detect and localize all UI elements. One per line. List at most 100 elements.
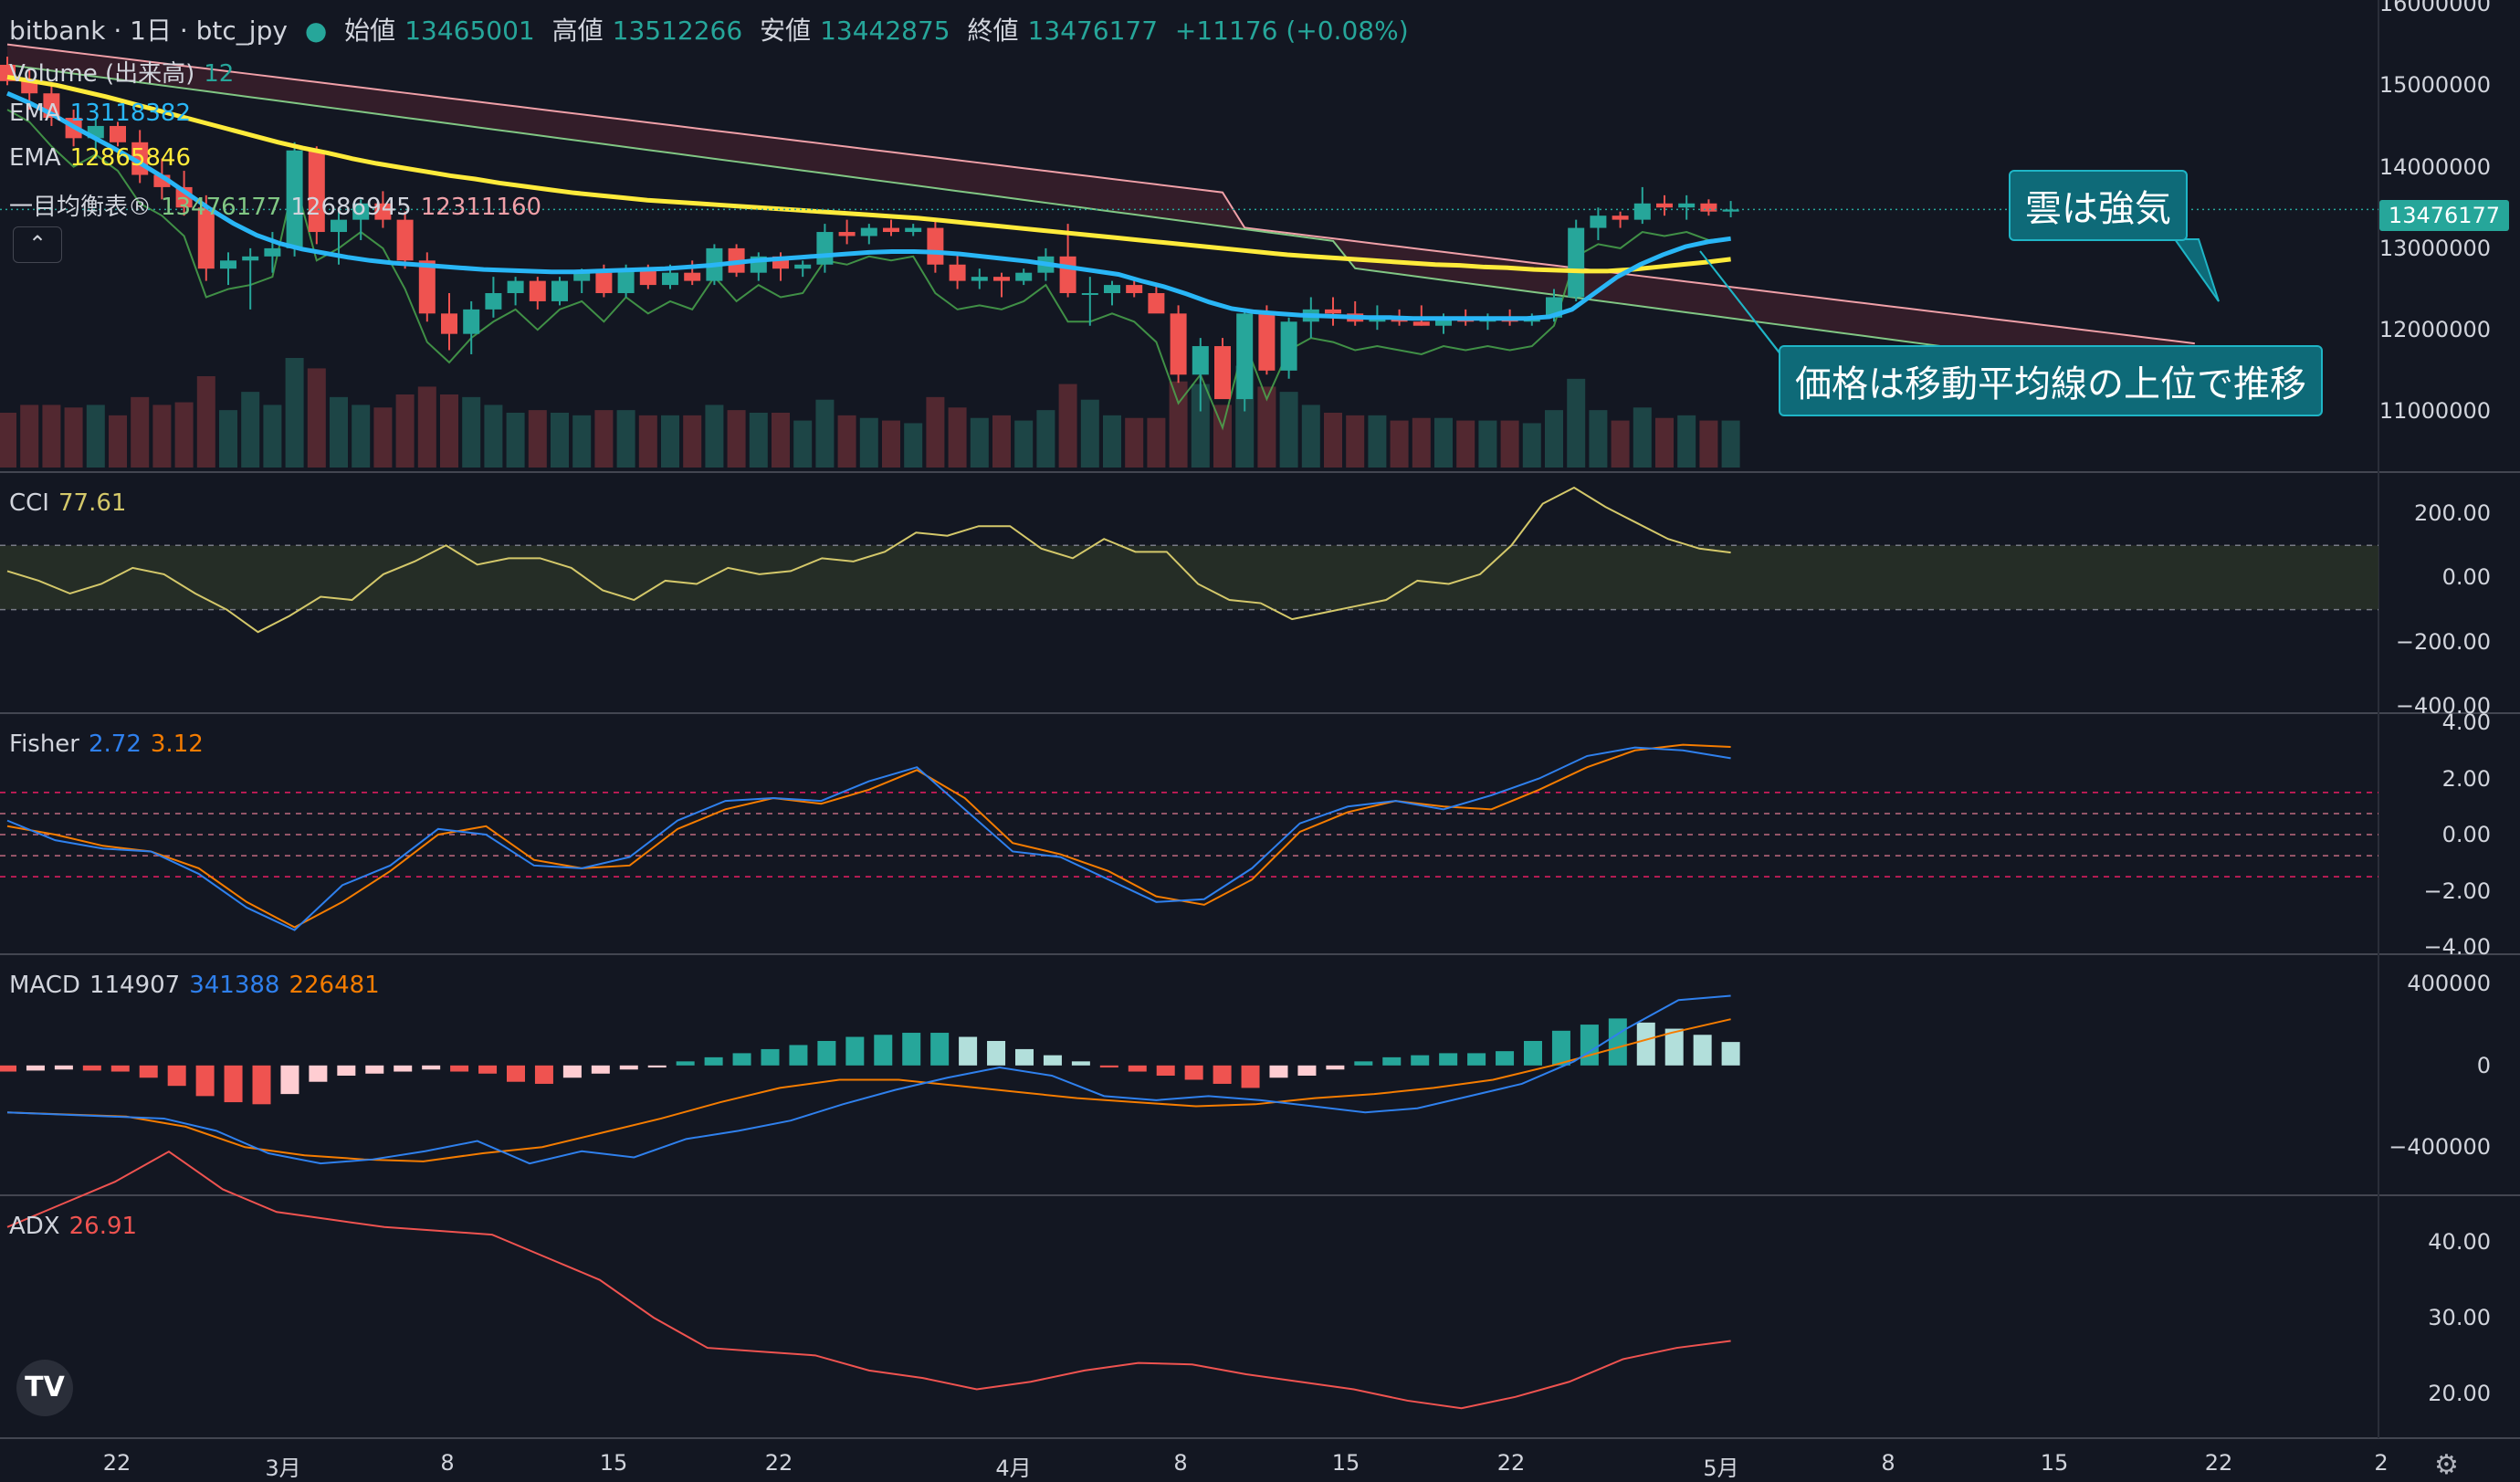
volume-bar — [528, 410, 547, 468]
candle-body — [971, 277, 988, 281]
candle-body — [485, 293, 502, 310]
macd-histogram-bar — [478, 1065, 498, 1074]
volume-bar — [440, 394, 458, 468]
volume-bar — [506, 413, 525, 468]
candle-body — [1590, 215, 1607, 228]
volume-bar — [572, 415, 592, 468]
candle-body — [639, 268, 656, 286]
time-tick: 15 — [599, 1450, 628, 1476]
candle-body — [1104, 285, 1120, 294]
candle-body — [396, 219, 414, 261]
adx-tick: 40.00 — [2428, 1229, 2491, 1256]
macd-histogram-bar — [789, 1045, 808, 1066]
ichimoku-legend[interactable]: 一目均衡表® 13476177 12686945 12311160 — [9, 188, 551, 222]
macd-histogram-bar — [1523, 1040, 1542, 1066]
cci-legend[interactable]: CCI 77.61 — [9, 489, 135, 517]
macd-histogram-bar — [1580, 1025, 1599, 1066]
time-tick: 3月 — [265, 1456, 301, 1481]
fisher-tick: 2.00 — [2441, 765, 2491, 792]
macd-histogram-bar — [902, 1033, 921, 1066]
settings-gear-icon[interactable]: ⚙ — [2434, 1449, 2459, 1481]
macd-histogram-bar — [195, 1065, 215, 1097]
time-tick: 4月 — [995, 1456, 1032, 1481]
candle-body — [949, 264, 966, 281]
volume-bar — [1545, 410, 1563, 468]
candle-body — [1612, 215, 1629, 220]
macd-histogram-bar — [1269, 1065, 1288, 1078]
candle-body — [529, 280, 546, 301]
macd-histogram-bar — [591, 1065, 610, 1074]
volume-bar — [86, 405, 105, 468]
fisher-tick: −2.00 — [2423, 878, 2491, 904]
volume-bar — [772, 413, 790, 468]
macd-histogram-bar — [1241, 1065, 1260, 1088]
volume-bar — [373, 407, 393, 468]
candle-body — [507, 280, 524, 294]
volume-bar — [131, 396, 150, 468]
volume-bar — [1147, 417, 1166, 468]
macd-histogram-bar — [252, 1065, 271, 1105]
price-tick: 16000000 — [2378, 0, 2491, 16]
volume-legend[interactable]: Volume (出来高) 12 — [9, 55, 243, 89]
ema-slow-line — [6, 74, 1731, 274]
candle-body — [220, 260, 236, 269]
volume-bar — [395, 394, 415, 468]
collapse-legend-button[interactable]: ⌃ — [13, 226, 62, 263]
ema-fast-line — [6, 90, 1731, 321]
volume-bar — [484, 405, 503, 468]
volume-label: Volume (出来高) — [9, 60, 195, 88]
last-price-tag: 13476177 — [2379, 200, 2509, 231]
macd-histogram-bar — [534, 1065, 553, 1084]
volume-value: 12 — [204, 60, 235, 88]
macd-legend[interactable]: MACD 114907 341388 226481 — [9, 972, 389, 999]
macd-histogram-bar — [82, 1065, 101, 1071]
macd-histogram-bar — [732, 1053, 751, 1066]
symbol-title[interactable]: bitbank · 1日 · btc_jpy — [9, 16, 288, 46]
change-value: +11176 (+0.08%) — [1174, 16, 1409, 46]
price-tick: 12000000 — [2378, 317, 2491, 343]
macd-histogram-bar — [365, 1065, 384, 1074]
volume-bar — [1478, 420, 1497, 468]
ema1-legend[interactable]: EMA 13118382 — [9, 100, 200, 127]
macd-histogram-bar — [647, 1065, 667, 1068]
fisher-legend[interactable]: Fisher 2.72 3.12 — [9, 730, 213, 758]
fisher-value-2: 3.12 — [150, 730, 204, 758]
volume-bar — [1522, 423, 1541, 468]
macd-histogram-bar — [1693, 1035, 1712, 1066]
candle-body — [21, 80, 38, 94]
volume-bar — [1014, 420, 1034, 468]
volume-bar — [1368, 415, 1387, 468]
volume-bar — [1346, 415, 1365, 468]
low-label: 安値 — [760, 16, 812, 46]
macd-histogram-bar — [619, 1065, 638, 1070]
volume-bar — [462, 396, 481, 468]
volume-bar — [263, 405, 282, 468]
volume-bar — [1699, 420, 1718, 468]
volume-bar — [926, 396, 945, 468]
volume-bar — [1611, 420, 1630, 468]
macd-histogram-bar — [337, 1065, 356, 1076]
candle-body — [1236, 313, 1254, 400]
adx-legend[interactable]: ADX 26.91 — [9, 1213, 146, 1240]
volume-bar — [1058, 384, 1077, 468]
cloud-bullish-callout[interactable]: 雲は強気 — [2009, 170, 2188, 241]
candle-body — [1700, 203, 1717, 212]
candle-body — [1633, 203, 1651, 220]
volume-bar — [64, 407, 83, 468]
candle-body — [1435, 317, 1452, 326]
tradingview-logo-icon[interactable]: TV — [16, 1360, 73, 1416]
candle-body — [441, 313, 457, 334]
volume-bar — [1257, 386, 1276, 468]
price-tick: 11000000 — [2378, 398, 2491, 425]
ichimoku-value-3: 12311160 — [420, 194, 542, 221]
candle-body — [1568, 227, 1585, 298]
cci-tick: −400.00 — [2395, 693, 2491, 719]
candle-body — [993, 277, 1010, 281]
volume-bar — [352, 405, 371, 468]
candle-body — [1059, 256, 1076, 294]
price-above-ma-callout[interactable]: 価格は移動平均線の上位で推移 — [1779, 345, 2323, 416]
ema2-legend[interactable]: EMA 12865846 — [9, 144, 200, 172]
macd-histogram-bar — [1721, 1042, 1740, 1066]
volume-bar — [42, 405, 61, 468]
